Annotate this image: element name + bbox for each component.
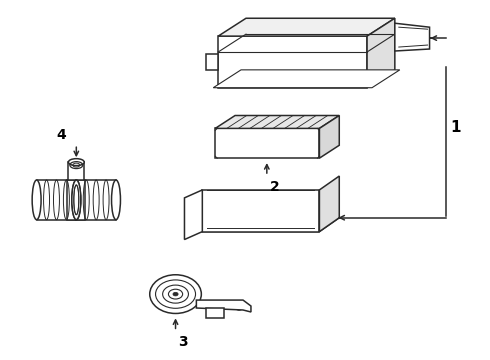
Polygon shape bbox=[218, 18, 395, 36]
Polygon shape bbox=[367, 18, 395, 88]
Ellipse shape bbox=[72, 180, 81, 220]
Polygon shape bbox=[206, 308, 224, 318]
Polygon shape bbox=[319, 116, 339, 158]
Ellipse shape bbox=[72, 180, 81, 220]
Polygon shape bbox=[215, 116, 339, 129]
Polygon shape bbox=[218, 36, 367, 88]
Polygon shape bbox=[215, 129, 319, 158]
Polygon shape bbox=[196, 300, 251, 312]
Polygon shape bbox=[319, 176, 339, 231]
Polygon shape bbox=[202, 190, 319, 231]
Polygon shape bbox=[395, 23, 430, 51]
Polygon shape bbox=[213, 70, 400, 88]
Text: 2: 2 bbox=[270, 180, 280, 194]
Ellipse shape bbox=[112, 180, 121, 220]
Polygon shape bbox=[206, 54, 218, 70]
Polygon shape bbox=[184, 190, 202, 239]
Ellipse shape bbox=[173, 292, 178, 296]
Polygon shape bbox=[69, 162, 84, 180]
Ellipse shape bbox=[32, 180, 41, 220]
Text: 1: 1 bbox=[450, 120, 461, 135]
Polygon shape bbox=[202, 218, 339, 231]
Text: 3: 3 bbox=[178, 335, 188, 349]
Ellipse shape bbox=[69, 159, 84, 166]
Text: 4: 4 bbox=[56, 128, 66, 142]
Polygon shape bbox=[68, 180, 85, 220]
